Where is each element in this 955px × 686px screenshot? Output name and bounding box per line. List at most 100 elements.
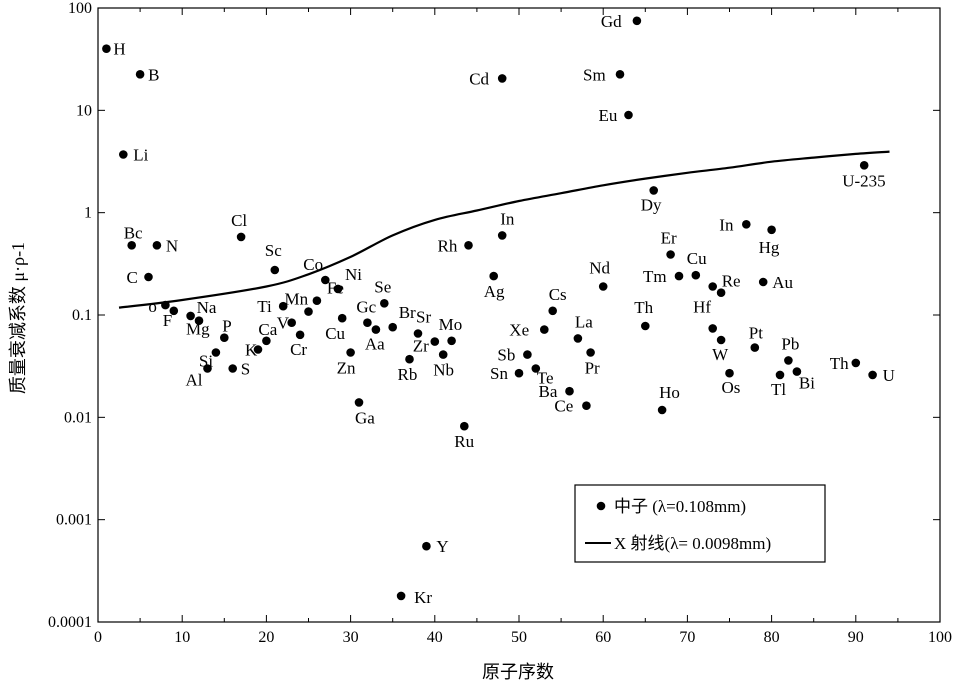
point-label: Pt: [749, 324, 763, 343]
neutron-point: [775, 370, 785, 380]
x-tick-label: 60: [595, 629, 611, 646]
point-label: Rb: [398, 365, 418, 384]
neutron-point: [228, 364, 237, 373]
neutron-point: [211, 348, 221, 357]
neutron-point: [586, 348, 595, 357]
point-label: La: [575, 312, 593, 331]
point-label: Bc: [124, 223, 143, 242]
neutron-point: [438, 350, 448, 359]
neutron-point: [278, 301, 288, 311]
point-label: Ti: [257, 297, 272, 316]
neutron-point: [346, 348, 355, 357]
neutron-point: [270, 265, 280, 275]
neutron-point: [649, 186, 658, 195]
point-label: Th: [830, 354, 849, 373]
point-label: Sm: [583, 65, 606, 84]
point-label: Xe: [509, 321, 529, 340]
neutron-point: [716, 288, 726, 298]
point-label: Cu: [687, 249, 707, 268]
point-label: V: [277, 314, 290, 333]
neutron-point: [422, 541, 431, 551]
point-label: U-235: [842, 171, 885, 190]
point-label: Ga: [355, 408, 375, 427]
neutron-point: [161, 300, 170, 310]
neutron-points-layer: HBLiBcNCoFNaMgPSiAlSClKCaScTiVCrMnFeCoCu…: [102, 12, 895, 607]
neutron-point: [615, 70, 625, 79]
point-label: W: [712, 345, 729, 364]
neutron-point: [792, 367, 802, 376]
point-label: Te: [537, 369, 554, 388]
point-label: Cl: [231, 211, 247, 230]
x-tick-label: 0: [94, 629, 102, 646]
point-label: Sn: [490, 364, 508, 383]
point-label: Zr: [413, 337, 429, 356]
point-label: Tm: [643, 267, 667, 286]
neutron-point: [573, 334, 583, 343]
point-label: Os: [722, 378, 741, 397]
point-label: Sr: [416, 308, 431, 327]
neutron-point: [489, 271, 499, 281]
neutron-point: [691, 270, 701, 280]
point-label: Nb: [433, 361, 454, 380]
point-label: N: [166, 236, 178, 255]
point-label: Cd: [469, 69, 489, 88]
neutron-point: [119, 150, 128, 159]
x-tick-label: 30: [343, 629, 359, 646]
neutron-point: [220, 333, 229, 343]
neutron-point: [460, 421, 469, 431]
neutron-point: [380, 299, 389, 308]
point-label: C: [127, 268, 138, 287]
neutron-point: [565, 386, 574, 396]
neutron-point: [236, 232, 246, 242]
legend-neutron-label: 中子 (λ=0.108mm): [614, 497, 746, 516]
point-label: Hg: [759, 238, 780, 257]
neutron-point: [523, 350, 532, 359]
point-label: Tl: [771, 380, 786, 399]
neutron-point: [784, 356, 793, 365]
point-label: Mg: [186, 320, 210, 339]
point-label: Br: [399, 303, 416, 322]
point-label: Hf: [693, 298, 711, 317]
neutron-point: [363, 318, 372, 328]
neutron-point: [430, 337, 440, 346]
point-label: Pb: [781, 334, 799, 353]
neutron-point: [758, 277, 768, 287]
neutron-point: [767, 225, 776, 235]
neutron-point: [312, 296, 322, 306]
point-label: Pr: [585, 359, 600, 378]
point-label: Gd: [601, 12, 622, 31]
neutron-point: [540, 325, 549, 334]
neutron-point: [262, 336, 271, 346]
neutron-point: [152, 241, 162, 250]
point-label: Dy: [641, 195, 662, 214]
y-tick-label: 0.01: [64, 409, 92, 426]
y-tick-label: 0.001: [56, 512, 92, 529]
neutron-point: [413, 329, 423, 338]
point-label: Y: [436, 537, 448, 556]
point-label: In: [500, 209, 515, 228]
y-tick-label: 0.0001: [48, 614, 92, 631]
y-tick-label: 1: [84, 205, 92, 222]
neutron-point: [186, 311, 195, 321]
neutron-point: [725, 368, 734, 378]
point-label: Ba: [539, 382, 558, 401]
neutron-point: [548, 306, 557, 316]
x-tick-label: 50: [511, 629, 527, 646]
point-label: S: [241, 360, 250, 379]
point-label: H: [113, 40, 125, 59]
neutron-point: [851, 358, 861, 368]
x-tick-label: 70: [679, 629, 695, 646]
point-label: o: [148, 297, 157, 316]
neutron-point: [742, 220, 751, 229]
neutron-point: [641, 321, 650, 331]
y-tick-label: 100: [68, 0, 92, 17]
point-label: U: [883, 366, 895, 385]
neutron-point: [396, 591, 406, 601]
x-tick-label: 90: [848, 629, 864, 646]
point-label: Er: [661, 229, 677, 248]
xray-curve: [118, 150, 890, 309]
point-label: K: [245, 341, 258, 360]
y-tick-label: 10: [76, 102, 92, 119]
neutron-point: [750, 343, 760, 352]
